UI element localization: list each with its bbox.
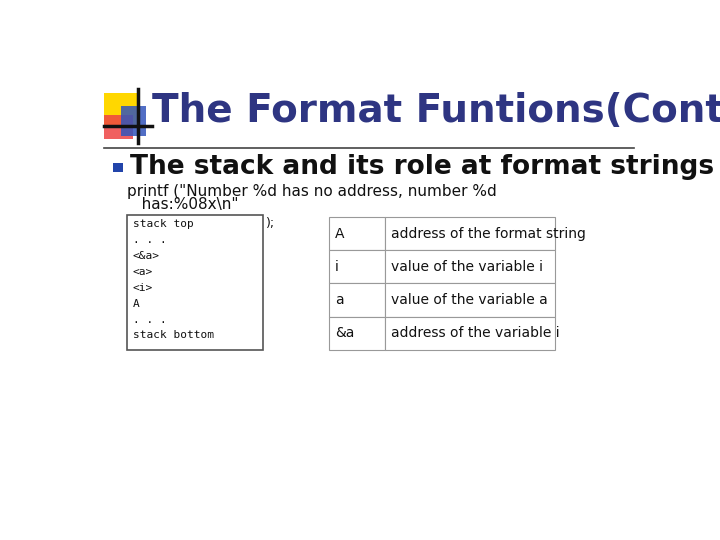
Text: &a: &a bbox=[335, 326, 354, 340]
Text: The stack and its role at format strings: The stack and its role at format strings bbox=[130, 154, 714, 180]
FancyBboxPatch shape bbox=[329, 217, 384, 251]
Text: i: i bbox=[335, 260, 339, 274]
Text: value of the variable i: value of the variable i bbox=[391, 260, 543, 274]
Text: printf ("Number %d has no address, number %d: printf ("Number %d has no address, numbe… bbox=[127, 184, 497, 199]
Text: . . .: . . . bbox=[132, 235, 166, 245]
Text: has:%08x\n": has:%08x\n" bbox=[127, 198, 239, 212]
Text: <i>: <i> bbox=[132, 283, 153, 293]
FancyBboxPatch shape bbox=[384, 284, 555, 316]
FancyBboxPatch shape bbox=[384, 316, 555, 350]
Text: address of the variable i: address of the variable i bbox=[391, 326, 559, 340]
Text: a: a bbox=[335, 293, 343, 307]
FancyBboxPatch shape bbox=[113, 163, 122, 172]
FancyBboxPatch shape bbox=[329, 316, 384, 350]
FancyBboxPatch shape bbox=[384, 217, 555, 251]
Text: value of the variable a: value of the variable a bbox=[391, 293, 547, 307]
Text: stack bottom: stack bottom bbox=[132, 330, 214, 340]
FancyBboxPatch shape bbox=[121, 106, 145, 136]
Text: A: A bbox=[335, 227, 344, 241]
Text: address of the format string: address of the format string bbox=[391, 227, 585, 241]
FancyBboxPatch shape bbox=[384, 251, 555, 284]
Text: The Format Funtions(Cont): The Format Funtions(Cont) bbox=[152, 92, 720, 130]
FancyBboxPatch shape bbox=[329, 251, 384, 284]
Text: stack top: stack top bbox=[132, 219, 194, 230]
Text: );: ); bbox=[266, 217, 275, 230]
Text: A: A bbox=[132, 299, 140, 309]
FancyBboxPatch shape bbox=[329, 284, 384, 316]
Text: . . .: . . . bbox=[132, 315, 166, 325]
FancyBboxPatch shape bbox=[127, 215, 263, 350]
FancyBboxPatch shape bbox=[104, 92, 138, 126]
Text: <&a>: <&a> bbox=[132, 251, 160, 261]
Text: <a>: <a> bbox=[132, 267, 153, 277]
FancyBboxPatch shape bbox=[104, 115, 133, 139]
